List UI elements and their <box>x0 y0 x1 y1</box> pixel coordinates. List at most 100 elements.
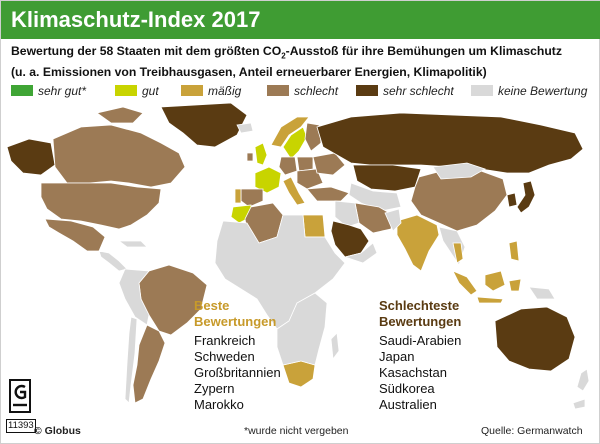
germany <box>278 156 298 176</box>
list-item: Kasachstan <box>379 365 447 380</box>
legend-swatch <box>115 85 137 96</box>
new-guinea <box>528 286 556 300</box>
list-item: Frankreich <box>194 333 256 348</box>
best-ratings-box: Beste Bewertungen Frankreich Schweden Gr… <box>194 298 334 413</box>
world-map <box>1 103 600 421</box>
best-ratings-title: Beste Bewertungen <box>194 298 334 330</box>
north-africa-rest <box>214 214 346 330</box>
madagascar <box>330 332 340 361</box>
russia <box>316 112 584 174</box>
caribbean <box>117 240 148 248</box>
legend-label: gut <box>142 84 159 98</box>
argentina <box>132 324 166 404</box>
great-britain <box>254 142 268 166</box>
poland <box>296 156 314 172</box>
worst-ratings-list: Saudi-Arabien Japan Kasachstan Südkorea … <box>379 333 539 413</box>
greenland <box>160 103 248 148</box>
brand-label: © Globus <box>34 425 81 437</box>
list-item: Großbritannien <box>194 365 281 380</box>
south-america-rest <box>118 268 150 326</box>
legend-item-keine-bewertung: keine Bewertung <box>471 83 587 99</box>
legend-swatch <box>267 85 289 96</box>
indonesia-east <box>508 278 522 292</box>
canada <box>52 124 186 188</box>
central-america <box>98 250 128 272</box>
canada-islands <box>96 106 144 124</box>
iceland <box>236 122 254 134</box>
india <box>396 214 440 272</box>
italy <box>282 176 306 206</box>
alaska <box>6 138 56 176</box>
kazakhstan <box>352 164 422 192</box>
subtitle: Bewertung der 58 Staaten mit dem größten… <box>11 43 596 80</box>
thailand <box>452 242 464 264</box>
new-zealand <box>576 368 590 392</box>
ireland <box>246 152 254 162</box>
page-title: Klimaschutz-Index 2017 <box>11 7 261 32</box>
egypt <box>302 214 326 238</box>
legend-label: sehr schlecht <box>383 84 454 98</box>
subtitle-line-2: (u. a. Emissionen von Treibhausgasen, An… <box>11 65 487 80</box>
globus-logo-icon <box>9 379 31 413</box>
balkans-turkey <box>306 186 350 202</box>
list-item: Saudi-Arabien <box>379 333 462 348</box>
legend-item-maessig: mäßig <box>181 83 241 99</box>
antarctic-island <box>572 398 586 410</box>
ukraine <box>312 152 346 176</box>
worst-ratings-title: Schlechteste Bewertungen <box>379 298 539 330</box>
footnote: *wurde nicht vergeben <box>244 425 349 437</box>
list-item: Südkorea <box>379 381 435 396</box>
best-ratings-list: Frankreich Schweden Großbritannien Zyper… <box>194 333 334 413</box>
central-asia <box>348 182 402 212</box>
legend-item-gut: gut <box>115 83 159 99</box>
legend: sehr gut* gut mäßig schlecht sehr schlec… <box>11 83 596 99</box>
worst-ratings-title-line-2: Bewertungen <box>379 314 462 329</box>
legend-label: sehr gut* <box>38 84 87 98</box>
subtitle-line-1: Bewertung der 58 Staaten mit dem größten… <box>11 43 596 64</box>
eastern-europe <box>296 168 324 190</box>
graphic-number: 11393 <box>6 419 36 433</box>
list-item: Marokko <box>194 397 244 412</box>
best-ratings-title-line-1: Beste <box>194 298 230 313</box>
list-item: Australien <box>379 397 437 412</box>
southern-africa-rest <box>276 292 328 366</box>
philippines <box>508 240 520 262</box>
legend-label: schlecht <box>294 84 339 98</box>
south-korea <box>506 192 518 208</box>
legend-swatch <box>356 85 378 96</box>
best-ratings-title-line-2: Bewertungen <box>194 314 277 329</box>
norway <box>270 116 310 148</box>
subtitle-subscript: 2 <box>281 51 286 61</box>
spain <box>240 188 264 208</box>
pakistan <box>384 208 402 232</box>
france <box>254 166 282 194</box>
world-map-svg <box>6 103 590 410</box>
globus-g-icon <box>13 384 27 407</box>
arabia-rest <box>343 242 378 264</box>
indonesia-sumatra <box>452 270 478 296</box>
legend-label: mäßig <box>208 84 242 98</box>
subtitle-text-b: -Ausstoß für ihre Bemühungen um Klimasch… <box>285 44 562 58</box>
source-label: Quelle: Germanwatch <box>481 425 583 437</box>
list-item: Zypern <box>194 381 235 396</box>
legend-swatch <box>181 85 203 96</box>
mexico <box>44 218 106 252</box>
legend-swatch <box>471 85 493 96</box>
portugal <box>234 188 242 204</box>
subtitle-text-a: Bewertung der 58 Staaten mit dem größten… <box>11 44 282 58</box>
legend-label: keine Bewertung <box>498 84 588 98</box>
legend-swatch <box>11 85 33 96</box>
legend-item-sehr-gut: sehr gut* <box>11 83 86 99</box>
legend-item-sehr-schlecht: sehr schlecht <box>356 83 454 99</box>
middle-east <box>334 200 360 228</box>
chile <box>124 316 138 404</box>
finland <box>304 122 322 152</box>
worst-ratings-title-line-1: Schlechteste <box>379 298 460 313</box>
indonesia-borneo <box>484 270 506 292</box>
mongolia <box>432 162 486 180</box>
japan <box>516 180 536 214</box>
worst-ratings-box: Schlechteste Bewertungen Saudi-Arabien J… <box>379 298 539 413</box>
usa <box>40 182 162 230</box>
legend-item-schlecht: schlecht <box>267 83 338 99</box>
